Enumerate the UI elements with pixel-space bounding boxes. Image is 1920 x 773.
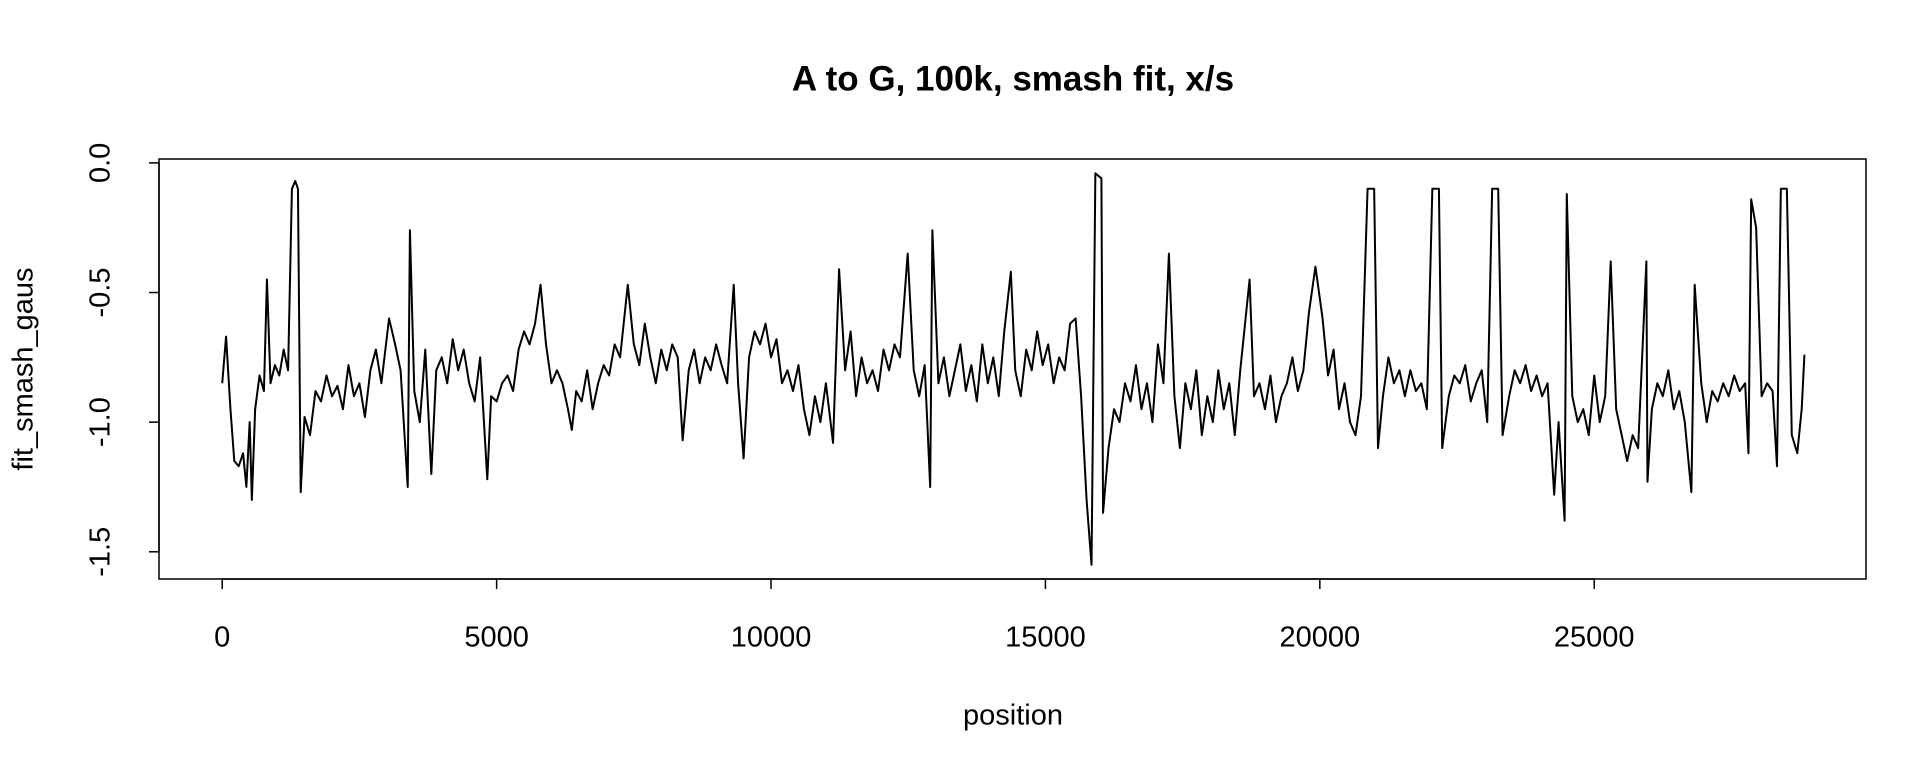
y-tick-label: -1.5 xyxy=(85,527,117,577)
x-tick-label: 15000 xyxy=(1005,622,1086,654)
y-axis-label: fit_smash_gaus xyxy=(8,267,40,470)
y-tick-label: -1.0 xyxy=(85,397,117,447)
plot-box xyxy=(158,158,1867,580)
x-tick-label: 10000 xyxy=(731,622,812,654)
x-axis-label: position xyxy=(963,700,1063,732)
chart-title: A to G, 100k, smash fit, x/s xyxy=(792,59,1234,98)
data-line xyxy=(221,172,1806,566)
y-tick-label: -0.5 xyxy=(85,268,117,318)
x-tick-label: 20000 xyxy=(1280,622,1361,654)
x-tick-label: 0 xyxy=(214,622,230,654)
x-tick-label: 25000 xyxy=(1554,622,1635,654)
y-tick-label: 0.0 xyxy=(85,143,117,183)
x-tick-label: 5000 xyxy=(464,622,529,654)
